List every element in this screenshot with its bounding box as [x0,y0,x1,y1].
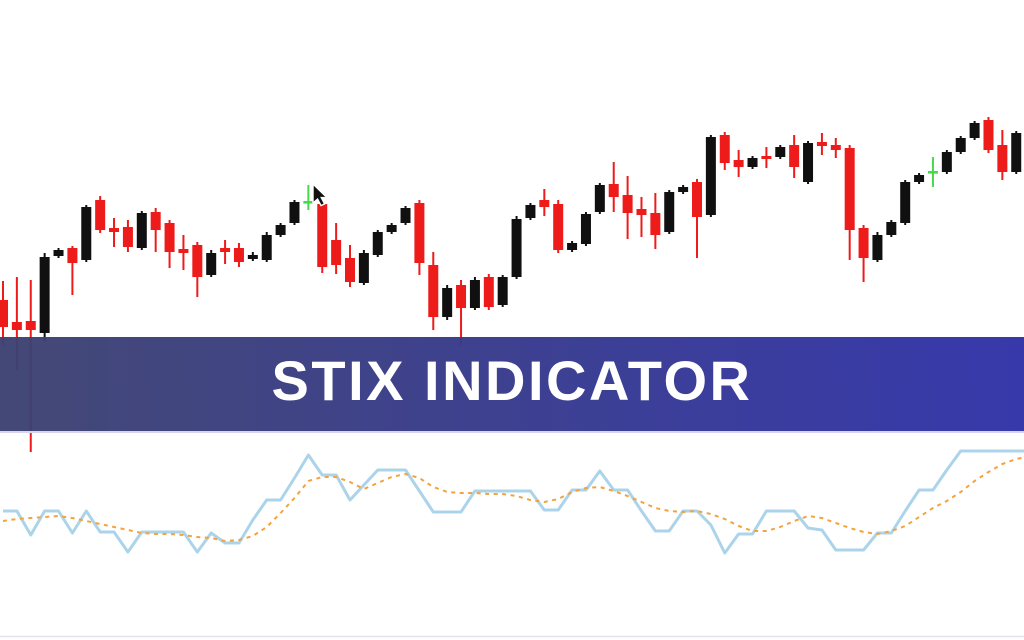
candle-body [261,235,272,260]
candle-body [636,209,647,215]
candle-body [914,175,925,182]
candle-body [317,204,328,267]
candle-body [941,152,952,172]
candle-body [247,255,258,259]
candle-body [927,171,938,174]
candle-body [275,225,286,235]
candle-body [220,248,231,252]
candle-body [692,182,702,217]
candle-body [580,214,591,244]
candle-body [483,277,494,307]
candle-body [608,184,619,197]
banner-title: STIX INDICATOR [271,348,753,412]
candle-body [900,182,911,223]
candle-body [428,265,439,317]
candle-body [136,213,147,248]
candle-body [705,137,716,215]
candle-body [206,253,217,275]
stix-line [3,449,1024,555]
candle-body [816,142,827,146]
candle-body [109,228,120,232]
signal-line [2,456,1024,542]
candle-body [955,138,966,152]
mouse-cursor-icon [312,182,329,207]
candle-body [25,321,36,330]
candle-body [844,148,855,230]
candle-body [872,235,883,260]
candle-body [983,120,994,150]
candle-body [775,147,786,157]
candle-body [997,145,1008,172]
candle-body [761,156,772,159]
candle-body [372,232,383,255]
candle-body [650,213,661,235]
candle-body [511,219,522,277]
candle-body [331,240,342,265]
candle-body [733,160,744,167]
candle-body [303,201,314,204]
candle-body [11,322,22,330]
candle-body [53,250,64,256]
candle-body [122,227,133,247]
candle-body [553,204,564,250]
candle-body [469,280,480,308]
candle-body [803,143,814,182]
candle-body [95,200,106,230]
candle-body [1011,133,1022,172]
candle-body [289,202,300,223]
candle-body [830,145,841,150]
candle-body [622,195,633,213]
candle-body [414,203,425,263]
candle-body [0,300,8,327]
candle-body [567,243,578,250]
candle-body [233,248,244,262]
candle-body [678,187,689,192]
candle-body [150,212,161,230]
candle-body [67,248,78,263]
candle-body [456,285,467,308]
candle-body [886,222,897,235]
candle-body [525,205,536,218]
candle-body [358,253,369,283]
candle-body [164,223,175,252]
candle-body [192,245,203,277]
candle-body [178,249,189,253]
candle-body [81,207,92,260]
candle-body [747,158,758,167]
candle-body [497,277,508,305]
candle-body [594,185,605,212]
candle-body [858,228,869,258]
candle-body [400,208,411,223]
candle-body [442,288,453,317]
candle-body [386,225,397,232]
candle-body [539,200,550,207]
candle-body [664,192,675,232]
candle-body [789,145,800,167]
candle-body [39,257,50,333]
banner: STIX INDICATOR [0,337,1024,433]
candle-body [719,135,730,163]
candle-body [969,123,980,138]
candle-body [345,258,355,282]
